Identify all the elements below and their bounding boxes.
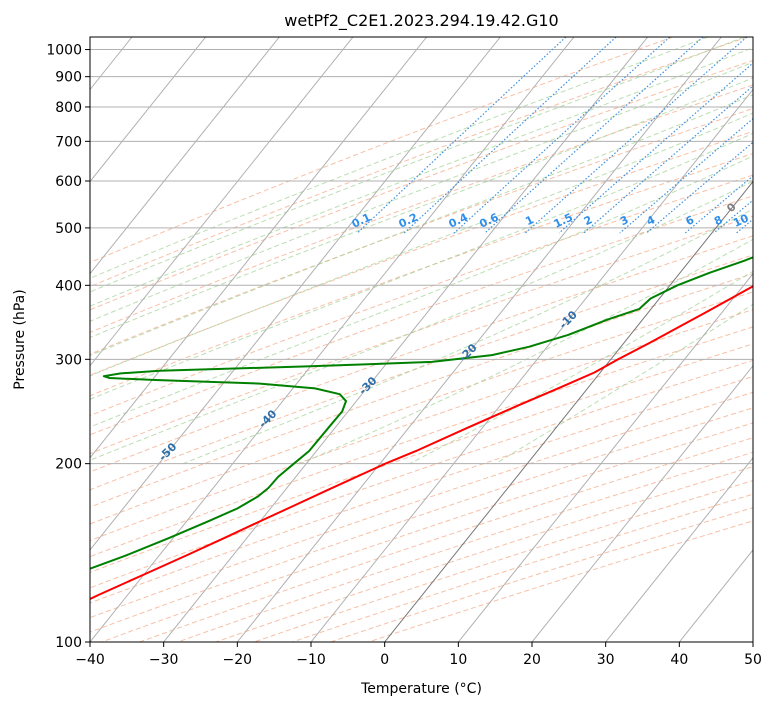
moist-adiabat bbox=[90, 77, 753, 339]
dry-adiabat bbox=[90, 407, 753, 633]
mixing-ratio-line bbox=[619, 117, 753, 234]
x-tick-label: 10 bbox=[449, 652, 467, 668]
mixing-ratio-line bbox=[403, 37, 617, 234]
mixing-ratio-line bbox=[484, 37, 704, 234]
dry-adiabat bbox=[139, 437, 753, 642]
y-axis-title: Pressure (hPa) bbox=[12, 289, 28, 389]
chart-title: wetPf2_C2E1.2023.294.19.42.G10 bbox=[284, 11, 558, 31]
mixing-ratio-line bbox=[524, 37, 748, 234]
temperature-profile-line bbox=[90, 285, 753, 601]
y-tick-label: 400 bbox=[55, 278, 82, 294]
dry-adiabat bbox=[330, 507, 753, 642]
moist-adiabat bbox=[90, 37, 745, 293]
x-tick-label: 40 bbox=[670, 652, 688, 668]
isotherm-line bbox=[90, 37, 280, 275]
dry-adiabat bbox=[90, 235, 753, 473]
dry-adiabat bbox=[90, 326, 753, 558]
x-tick-label: 0 bbox=[380, 652, 389, 668]
plot-frame bbox=[89, 36, 754, 643]
isotherm-line bbox=[457, 272, 753, 642]
dry-adiabat bbox=[90, 37, 748, 288]
isotherm-line bbox=[531, 364, 753, 642]
moist-adiabat bbox=[90, 155, 753, 428]
y-tick-label: 1000 bbox=[46, 43, 82, 59]
isotherm-line bbox=[90, 37, 428, 459]
isotherm-line bbox=[163, 37, 649, 642]
mixing-ratio-label: 10 bbox=[731, 211, 751, 229]
dry-adiabat bbox=[90, 152, 753, 397]
dry-adiabat bbox=[101, 422, 753, 642]
mixing-ratio-line bbox=[684, 175, 753, 234]
isotherm-line bbox=[90, 37, 575, 642]
dry-adiabat bbox=[90, 130, 753, 376]
x-tick-label: 50 bbox=[744, 652, 762, 668]
isotherm-line bbox=[384, 180, 753, 642]
mixing-ratio-line bbox=[583, 85, 753, 234]
moist-adiabat bbox=[90, 112, 753, 377]
x-tick-label: 20 bbox=[523, 652, 541, 668]
y-tick-label: 100 bbox=[55, 635, 82, 651]
isotherm-line bbox=[605, 457, 753, 642]
isotherm-line bbox=[90, 37, 354, 367]
axes: −40 −30 −20 −10 0 10 20 30 40 50 100 200 300 400 500 60… bbox=[46, 43, 762, 668]
y-tick-label: 800 bbox=[55, 100, 82, 116]
x-tick-label: −20 bbox=[223, 652, 253, 668]
x-tick-label: −10 bbox=[296, 652, 326, 668]
moist-adiabat bbox=[90, 37, 708, 279]
isotherm-line bbox=[90, 37, 501, 551]
moist-adiabat bbox=[495, 303, 753, 465]
x-tick-label: −30 bbox=[149, 652, 179, 668]
isotherm-line bbox=[90, 37, 207, 183]
dewpoint-profile-line bbox=[90, 256, 753, 570]
moist-adiabat bbox=[90, 94, 753, 357]
dry-adiabat bbox=[90, 107, 753, 355]
plot-area bbox=[90, 37, 753, 642]
y-tick-label: 900 bbox=[55, 70, 82, 86]
dry-adiabat bbox=[90, 59, 753, 311]
dry-adiabat bbox=[90, 84, 753, 333]
moist-adiabat bbox=[90, 180, 753, 461]
y-tick-label: 700 bbox=[55, 134, 82, 150]
y-tick-label: 500 bbox=[55, 221, 82, 237]
dry-adiabat bbox=[90, 195, 753, 436]
dry-adiabat bbox=[90, 291, 753, 525]
dry-adiabat bbox=[177, 451, 753, 642]
mixing-ratio-line bbox=[356, 37, 567, 234]
x-axis-title: Temperature (°C) bbox=[360, 681, 482, 697]
isotherm-line bbox=[236, 37, 722, 642]
dry-adiabat bbox=[90, 343, 753, 573]
dry-adiabat bbox=[90, 37, 673, 264]
mixing-ratio-line bbox=[646, 141, 753, 234]
y-tick-label: 300 bbox=[55, 352, 82, 368]
y-tick-label: 200 bbox=[55, 457, 82, 473]
y-tick-label: 600 bbox=[55, 174, 82, 190]
x-tick-label: 30 bbox=[597, 652, 615, 668]
mixing-ratio-line bbox=[558, 62, 753, 234]
x-tick-label: −40 bbox=[75, 652, 105, 668]
